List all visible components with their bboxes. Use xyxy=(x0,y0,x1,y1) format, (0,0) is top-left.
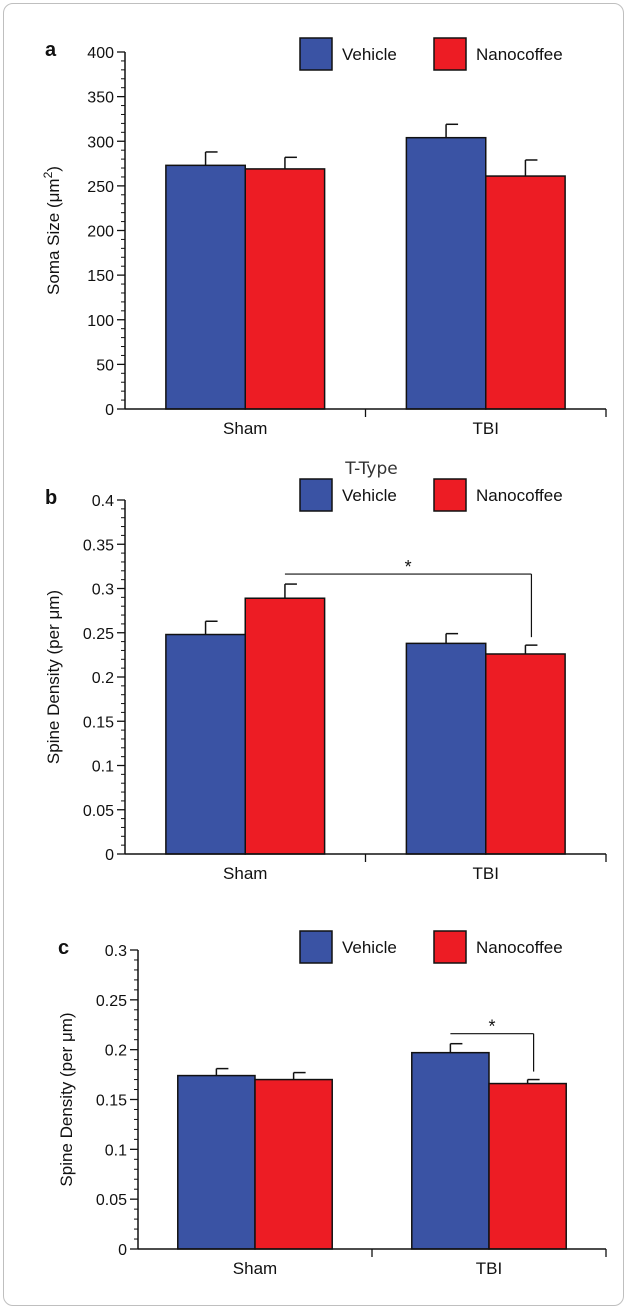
panel-title: T-Type xyxy=(344,459,397,479)
bar xyxy=(411,1051,490,1250)
panel-c: c 0 0.05 0.1 0.15 0.2 0.25 0.3 Sham TBI Spine Dens… xyxy=(57,930,607,1278)
y-tick-label: 0.1 xyxy=(92,759,114,776)
y-axis-label-tail: ) xyxy=(44,166,63,172)
x-category-label: Sham xyxy=(223,864,267,883)
significance-star: * xyxy=(488,1017,495,1037)
legend-swatch xyxy=(433,930,467,964)
legend-label: Nanocoffee xyxy=(476,486,563,505)
x-category-label: TBI xyxy=(473,419,499,438)
y-tick-label: 0.35 xyxy=(83,537,114,554)
y-tick-label: 0.15 xyxy=(96,1093,127,1110)
y-axis-label: Soma Size (μm2) xyxy=(41,166,63,295)
y-tick-label: 400 xyxy=(87,45,114,62)
y-tick-label: 0 xyxy=(118,1242,127,1259)
x-category-label: Sham xyxy=(223,419,267,438)
legend-swatch xyxy=(299,478,333,512)
y-tick-label: 0.3 xyxy=(105,943,127,960)
legend-label: Nanocoffee xyxy=(476,938,563,957)
y-tick-label: 0.2 xyxy=(105,1043,127,1060)
y-tick-label: 200 xyxy=(87,224,114,241)
y-tick-label: 350 xyxy=(87,90,114,107)
legend-label: Vehicle xyxy=(342,45,397,64)
x-category-label: TBI xyxy=(473,864,499,883)
panel-b: b T-Type 0 0.05 0.1 0.15 0.2 0.25 0.3 0.35 0.4 Sham… xyxy=(44,459,607,883)
bar xyxy=(177,1074,256,1250)
y-tick-label: 50 xyxy=(96,357,114,374)
x-category-label: Sham xyxy=(233,1259,277,1278)
legend-label: Vehicle xyxy=(342,938,397,957)
y-tick-label: 100 xyxy=(87,313,114,330)
y-tick-label: 0 xyxy=(105,402,114,419)
bar xyxy=(244,168,326,410)
y-tick-label: 250 xyxy=(87,179,114,196)
panel-letter: a xyxy=(45,39,57,61)
y-tick-label: 150 xyxy=(87,268,114,285)
legend-swatch xyxy=(299,37,333,71)
y-tick-label: 0.25 xyxy=(96,993,127,1010)
legend-label: Nanocoffee xyxy=(476,45,563,64)
y-axis-label-main: Soma Size (μm xyxy=(44,178,63,295)
bar xyxy=(485,653,566,855)
legend-swatch xyxy=(433,37,467,71)
y-tick-label: 0.2 xyxy=(92,670,114,687)
legend-swatch xyxy=(433,478,467,512)
bar xyxy=(254,1078,333,1250)
y-axis-label: Spine Density (per μm) xyxy=(44,590,63,764)
x-category-label: TBI xyxy=(476,1259,502,1278)
y-tick-label: 0.3 xyxy=(92,582,114,599)
y-tick-label: 0.4 xyxy=(92,493,114,510)
panel-a: a 0 50 100 150 200 250 300 350 400 Sham TBI Soma Siz… xyxy=(41,37,607,438)
bar xyxy=(405,136,487,410)
y-axis-label-superscript: 2 xyxy=(41,171,55,178)
bar xyxy=(165,633,246,855)
y-tick-label: 0.25 xyxy=(83,626,114,643)
panel-letter: c xyxy=(58,937,69,959)
panel-letter: b xyxy=(45,487,57,509)
bar xyxy=(488,1082,567,1250)
y-tick-label: 0.1 xyxy=(105,1142,127,1159)
y-tick-label: 0.05 xyxy=(96,1192,127,1209)
y-tick-label: 0.05 xyxy=(83,803,114,820)
y-tick-label: 300 xyxy=(87,134,114,151)
bar xyxy=(405,642,487,855)
figure: a 0 50 100 150 200 250 300 350 400 Sham TBI Soma Siz… xyxy=(3,3,624,1306)
legend-swatch xyxy=(299,930,333,964)
bar xyxy=(244,597,326,855)
y-tick-label: 0 xyxy=(105,847,114,864)
y-tick-label: 0.15 xyxy=(83,714,114,731)
bar xyxy=(485,175,566,410)
significance-star: * xyxy=(405,557,412,577)
legend-label: Vehicle xyxy=(342,486,397,505)
y-axis-label: Spine Density (per μm) xyxy=(57,1012,76,1186)
bar xyxy=(165,164,246,410)
